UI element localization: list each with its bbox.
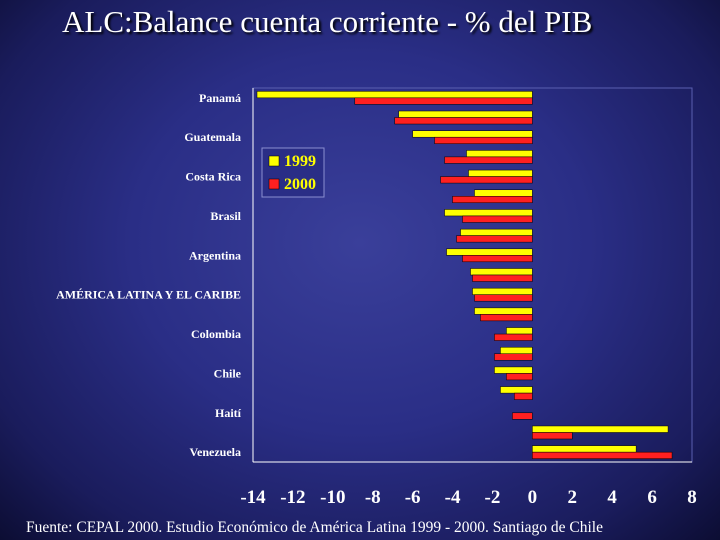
legend: 1999 2000 <box>261 147 325 198</box>
bar-2000-row-12 <box>494 333 533 341</box>
legend-label-2000: 2000 <box>284 176 316 193</box>
bar-2000-row-4 <box>440 176 533 184</box>
bar-2000-row-18 <box>532 451 673 459</box>
x-tick-label: -14 <box>240 487 266 508</box>
bar-1999-row-8 <box>446 248 533 256</box>
bar-2000-row-3 <box>444 156 533 164</box>
x-tick-label: 2 <box>568 487 578 508</box>
x-tick-label: 6 <box>647 487 657 508</box>
bar-2000-row-15 <box>514 392 533 400</box>
bar-1999-row-18 <box>532 445 637 453</box>
bar-chart: -14 -12 -10 -8 -6 -4 -2 0 2 4 6 8 Panamá Guatemala Co… <box>56 87 696 508</box>
bar-2000-row-11 <box>480 314 533 322</box>
legend-swatch-2000 <box>268 178 280 190</box>
bar-2000-row-6 <box>462 215 533 223</box>
x-tick-labels: -14 -12 -10 -8 -6 -4 -2 0 2 4 6 8 <box>240 487 696 508</box>
bar-1999-row-17 <box>532 425 669 433</box>
bar-1999-row-11 <box>474 307 533 315</box>
bar-1999-row-15 <box>500 386 533 394</box>
legend-swatch-1999 <box>268 155 280 167</box>
category-label: AMÉRICA LATINA Y EL CARIBE <box>56 288 241 302</box>
bar-2000-row-5 <box>452 196 533 204</box>
bar-1999-row-2 <box>412 130 533 138</box>
source-footnote: Fuente: CEPAL 2000. Estudio Económico de… <box>26 519 603 536</box>
bar-1999-row-6 <box>444 209 533 217</box>
bar-2000-row-7 <box>456 235 533 243</box>
category-label: Argentina <box>189 248 241 262</box>
bar-1999-row-13 <box>500 346 533 354</box>
bar-1999-row-0 <box>256 91 533 99</box>
page-title: ALC:Balance cuenta corriente - % del PIB <box>62 4 593 39</box>
bar-2000-row-13 <box>494 353 533 361</box>
x-tick-label: -6 <box>405 487 421 508</box>
bar-2000-row-8 <box>462 255 533 263</box>
category-label: Chile <box>214 366 242 380</box>
bar-2000-row-17 <box>532 432 573 440</box>
bar-1999-row-7 <box>460 228 533 236</box>
category-label: Brasil <box>210 209 241 223</box>
x-tick-label: -4 <box>445 487 461 508</box>
bar-1999-row-3 <box>466 150 533 158</box>
category-label: Colombia <box>191 327 241 341</box>
category-label: Haití <box>215 406 242 420</box>
bar-1999-row-4 <box>468 169 533 177</box>
x-tick-label: -8 <box>365 487 381 508</box>
bar-1999-row-12 <box>506 327 533 335</box>
bar-2000-row-16 <box>512 412 533 420</box>
x-tick-label: 8 <box>687 487 697 508</box>
category-label: Guatemala <box>184 130 241 144</box>
bar-1999-row-10 <box>472 287 533 295</box>
x-tick-label: -10 <box>320 487 345 508</box>
category-label: Panamá <box>199 91 241 105</box>
bar-2000-row-1 <box>394 117 533 125</box>
category-labels: Panamá Guatemala Costa Rica Brasil Argentina… <box>56 91 242 459</box>
category-label: Costa Rica <box>185 170 241 184</box>
bar-2000-row-14 <box>506 373 533 381</box>
category-label: Venezuela <box>189 445 241 459</box>
bar-1999-row-9 <box>470 268 533 276</box>
x-tick-label: 0 <box>528 487 538 508</box>
bar-2000-row-10 <box>474 294 533 302</box>
bar-1999-row-1 <box>398 110 533 118</box>
x-tick-label: -2 <box>485 487 501 508</box>
bar-2000-row-0 <box>354 97 533 105</box>
x-tick-label: -12 <box>280 487 305 508</box>
bar-1999-row-14 <box>494 366 533 374</box>
bar-2000-row-2 <box>434 136 533 144</box>
legend-label-1999: 1999 <box>284 153 316 170</box>
bar-1999-row-5 <box>474 189 533 197</box>
bar-2000-row-9 <box>472 274 533 282</box>
bars-group <box>256 91 673 459</box>
x-tick-label: 4 <box>607 487 617 508</box>
